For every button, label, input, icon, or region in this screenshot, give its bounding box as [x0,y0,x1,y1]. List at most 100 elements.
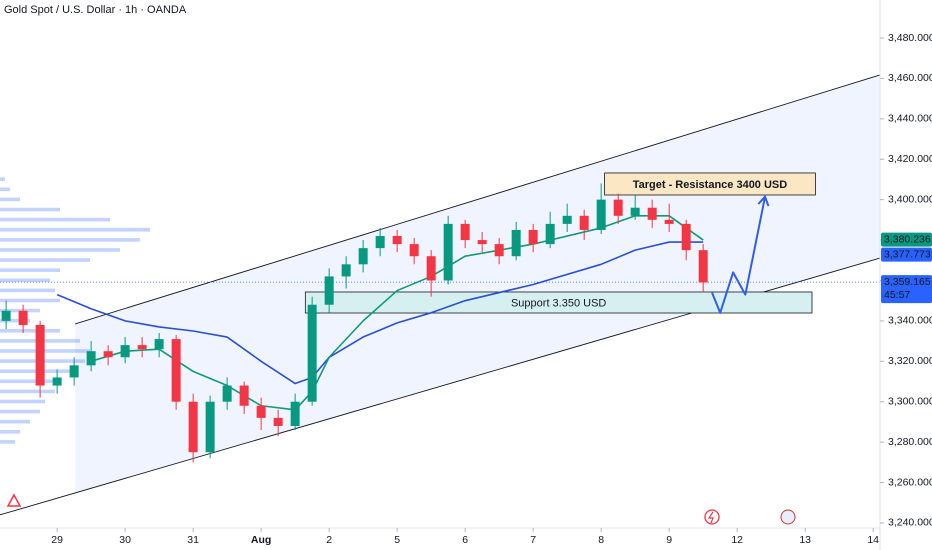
price-label-box [881,247,932,262]
candle-body [528,229,538,245]
volume-profile-bar [0,440,15,444]
x-tick-label: 31 [187,534,199,546]
volume-profile-bar [0,369,70,373]
candle-body [443,223,453,281]
zone-box [604,172,816,196]
countdown: 45:57 [884,289,910,301]
zone-label: Support 3.350 USD [511,297,606,309]
x-tick-label: 8 [598,534,604,546]
candle-body [239,385,249,406]
y-tick-label: 3,240.000 [888,517,932,529]
candle-body [69,365,79,378]
warning-icon[interactable] [6,493,22,507]
candle-body [307,304,317,402]
x-tick-label: Aug [251,534,271,546]
y-tick-label: 3,420.000 [888,153,932,165]
candle-body [222,385,232,402]
x-tick-label: 2 [326,534,332,546]
candle-body [664,219,674,224]
candle-body [324,276,334,305]
volume-profile-bar [0,308,40,313]
candle-body [205,401,215,453]
volume-profile-bar [0,207,60,212]
x-tick-label: 12 [731,534,743,546]
candle-body [375,236,385,249]
candle-body [171,339,181,402]
volume-profile-bar [0,278,50,283]
price-label: 3,359.165 [884,276,931,288]
candle-body [426,256,436,281]
candle-body [392,236,402,245]
candle-body [681,223,691,251]
candle-body [477,240,487,245]
candle-body [409,244,419,257]
candle-body [137,345,147,350]
x-tick-label: 30 [119,534,131,546]
candle-body [698,250,708,283]
x-tick-label: 13 [799,534,811,546]
zone-label: Target - Resistance 3400 USD [633,179,788,191]
projection-path [711,196,767,314]
candle-body [341,264,351,277]
y-tick-label: 3,300.000 [888,395,932,407]
x-tick-label: 5 [394,534,400,546]
candle-body [613,199,623,216]
candle-body [35,324,45,386]
candle-body [562,215,572,224]
candle-body [18,310,28,325]
candle-body [188,401,198,453]
candle-body [494,244,504,257]
volume-profile-bar [0,328,60,333]
us-flag-icon[interactable] [780,509,796,525]
price-label: 3,380.236 [884,233,931,245]
volume-profile-bar [0,288,55,293]
y-tick-label: 3,440.000 [888,113,932,125]
price-label-box [881,275,932,304]
projection-arrowhead [757,194,770,207]
event-icon[interactable] [704,509,720,525]
candle-body [103,351,113,358]
volume-profile-bar [0,197,20,202]
plot-area [0,74,881,516]
y-tick-label: 3,480.000 [888,32,932,44]
candle-body [120,345,130,358]
x-tick-label: 7 [530,534,536,546]
x-tick-label: 14 [867,534,879,546]
volume-profile-bar [0,379,60,384]
y-tick-label: 3,400.000 [888,193,932,205]
volume-profile-bar [0,217,110,222]
zone-box [304,291,813,314]
candle-body [1,310,11,321]
volume-profile-bar [0,389,55,394]
chart-title: Gold Spot / U.S. Dollar · 1h · OANDA [4,4,187,16]
candle-body [358,248,368,265]
event-icon [707,511,714,524]
volume-profile-bar [0,399,45,404]
volume-profile-bar [0,419,30,424]
volume-profile-bar [0,430,20,434]
y-tick-label: 3,320.000 [888,355,932,367]
volume-profile-bar [0,298,60,303]
channel-line [75,74,881,325]
candle-body [511,229,521,257]
volume-profile-bar [0,177,5,182]
volume-profile-bar [0,409,40,414]
volume-profile-bar [0,238,140,242]
candle-body [154,339,164,350]
candle-body [52,377,62,386]
volume-profile-bar [0,227,150,232]
y-tick-label: 3,280.000 [888,436,932,448]
y-tick-label: 3,340.000 [888,315,932,327]
volume-profile-bar [0,318,30,323]
price-label-box [881,232,932,247]
y-tick-label: 3,260.000 [888,476,932,488]
x-tick-label: 29 [51,534,63,546]
candle-body [290,401,300,426]
volume-profile-bar [0,248,120,252]
candle-body [630,207,640,216]
price-label: 3,377.773 [884,248,931,260]
candle-body [545,223,555,245]
x-tick-label: 6 [462,534,468,546]
